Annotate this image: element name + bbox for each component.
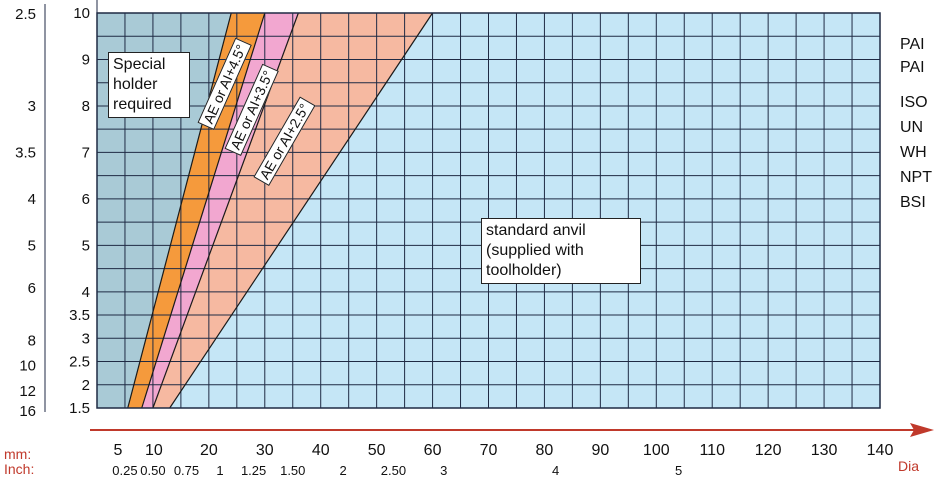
x-tick-label-inch: 4 (552, 463, 559, 478)
y-tick-label-pitch: 3 (28, 98, 36, 115)
y-tick-label-tpi: 2 (82, 377, 90, 394)
y-tick-label-pitch: 3.5 (15, 144, 36, 161)
x-tick-label-mm: 10 (145, 442, 163, 459)
y-tick-label-tpi: 3 (82, 330, 90, 347)
y-tick-label-tpi: 4 (82, 284, 90, 301)
x-tick-label-mm: 40 (312, 442, 330, 459)
y-tick-label-tpi: 1.5 (69, 400, 90, 417)
y-tick-label-pitch: 4 (28, 191, 36, 208)
x-tick-label-inch: 3 (440, 463, 447, 478)
boundary-line-3-5 (141, 12, 266, 409)
x-tick-label-inch: 0.25 (112, 463, 137, 478)
y-tick-label-tpi: 9 (82, 51, 90, 68)
y-tick-label-pitch: 12 (19, 383, 36, 400)
y-tick-label-tpi: 3.5 (69, 307, 90, 324)
x-tick-label-inch: 1 (216, 463, 223, 478)
x-tick-label-inch: 2 (339, 463, 346, 478)
x-tick-label-inch: 0.75 (174, 463, 199, 478)
y-tick-label-tpi: 7 (82, 144, 90, 161)
y-tick-label-tpi: 8 (82, 98, 90, 115)
x-tick-label-mm: 100 (643, 442, 670, 459)
x-tick-label-mm: 30 (256, 442, 274, 459)
x-tick-label-inch: 0.50 (140, 463, 165, 478)
x-tick-label-mm: 20 (200, 442, 218, 459)
legend-item: BSI (900, 194, 926, 211)
boundary-line-standard (169, 12, 434, 409)
legend-item: NPT (900, 169, 932, 186)
legend-item: PAI (900, 59, 925, 76)
x-axis-arrow (910, 423, 934, 437)
legend-item: UN (900, 119, 924, 136)
y-tick-label-tpi: 10 (73, 5, 90, 22)
y-tick-label-pitch: 2.5 (15, 6, 36, 23)
x-tick-label-mm: 50 (368, 442, 386, 459)
x-unit-mm: mm: (4, 446, 32, 462)
x-tick-label-mm: 70 (480, 442, 498, 459)
x-tick-label-mm: 5 (114, 442, 123, 459)
standard-anvil-label: standard anvil (supplied with toolholder… (481, 218, 641, 284)
y-tick-label-pitch: 6 (28, 280, 36, 297)
x-tick-label-inch: 5 (675, 463, 682, 478)
x-tick-label-mm: 130 (811, 442, 838, 459)
x-unit-inch: Inch: (4, 461, 35, 477)
x-tick-label-inch: 1.25 (241, 463, 266, 478)
zone-4-5-degree (127, 13, 265, 408)
legend-item: WH (900, 144, 927, 161)
boundary-line-4-5 (127, 12, 232, 409)
y-tick-label-tpi: 2.5 (69, 354, 90, 371)
x-tick-label-mm: 80 (536, 442, 554, 459)
x-tick-label-inch: 2.50 (381, 463, 406, 478)
x-axis-label: Dia (898, 458, 920, 474)
y-tick-label-tpi: 6 (82, 191, 90, 208)
plot-frame (96, 12, 881, 409)
x-tick-label-mm: 60 (424, 442, 442, 459)
x-tick-label-mm: 110 (699, 442, 725, 459)
y-tick-label-tpi: 5 (82, 237, 90, 254)
y-tick-label-pitch: 10 (19, 358, 36, 375)
y-tick-label-pitch: 8 (28, 332, 36, 349)
x-tick-label-mm: 120 (755, 442, 782, 459)
y-tick-label-pitch: 5 (28, 237, 36, 254)
legend-item: ISO (900, 94, 928, 111)
legend-item: PAI (900, 36, 925, 53)
y-tick-label-pitch: 16 (19, 403, 36, 420)
x-tick-label-mm: 90 (591, 442, 609, 459)
x-tick-label-inch: 1.50 (280, 463, 305, 478)
special-holder-label: Special holder required (108, 52, 190, 118)
x-tick-label-mm: 140 (867, 442, 894, 459)
